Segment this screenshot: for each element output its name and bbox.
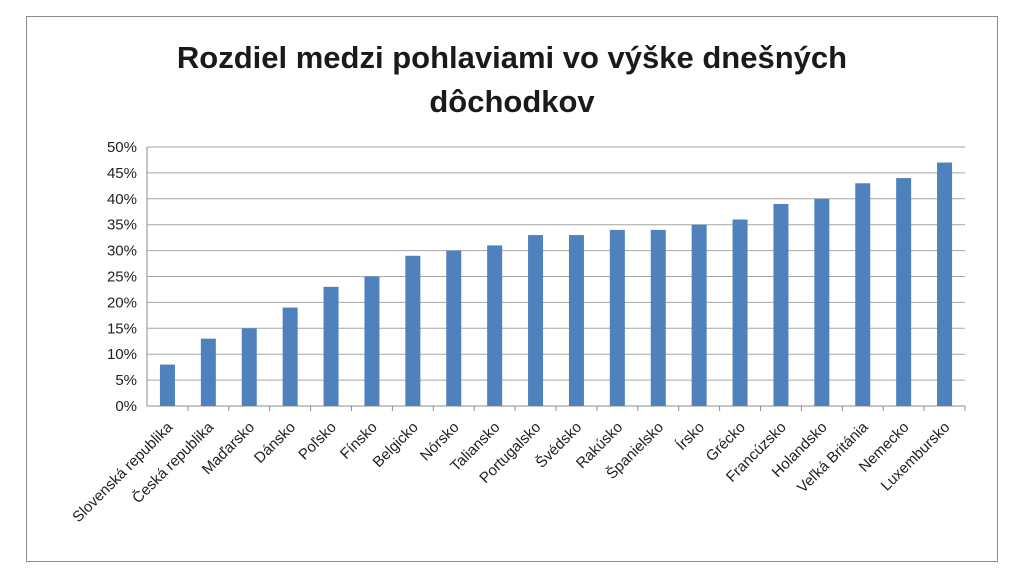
bar (323, 286, 339, 406)
y-tick-label: 5% (115, 372, 137, 389)
bar (650, 229, 666, 406)
y-tick-label: 10% (107, 346, 137, 363)
bar (855, 183, 871, 406)
x-category-label: Poľsko (295, 419, 340, 464)
bar (773, 203, 789, 406)
bar (241, 328, 257, 406)
y-tick-label: 45% (107, 165, 137, 182)
chart-title: Rozdiel medzi pohlaviami vo výške dnešný… (0, 36, 1024, 124)
y-tick-label: 25% (107, 269, 137, 286)
chart-title-line-2: dôchodkov (429, 84, 595, 119)
bar (814, 198, 830, 406)
y-tick-label: 15% (107, 320, 137, 337)
x-category-label: Dánsko (251, 419, 299, 467)
bar (896, 178, 912, 406)
bar (609, 229, 625, 406)
chart-frame (26, 16, 998, 562)
y-tick-label: 30% (107, 243, 137, 260)
bar (200, 338, 216, 406)
bar (937, 162, 953, 406)
bar (487, 245, 503, 406)
bar (732, 219, 748, 406)
bar (364, 276, 380, 406)
y-tick-label: 0% (115, 398, 137, 415)
x-category-label: Belgicko (370, 419, 422, 471)
bar (282, 307, 298, 406)
bar (405, 255, 421, 406)
bar (568, 235, 584, 406)
chart-title-line-1: Rozdiel medzi pohlaviami vo výške dnešný… (176, 40, 848, 75)
x-category-label: Írsko (673, 419, 708, 454)
bar (159, 364, 175, 406)
bar (691, 224, 707, 406)
y-tick-label: 20% (107, 294, 137, 311)
y-tick-label: 35% (107, 217, 137, 234)
x-category-label: Veľká Británia (794, 418, 872, 496)
bar (528, 235, 544, 406)
y-tick-label: 40% (107, 191, 137, 208)
y-tick-label: 50% (107, 139, 137, 156)
bar (446, 250, 462, 406)
